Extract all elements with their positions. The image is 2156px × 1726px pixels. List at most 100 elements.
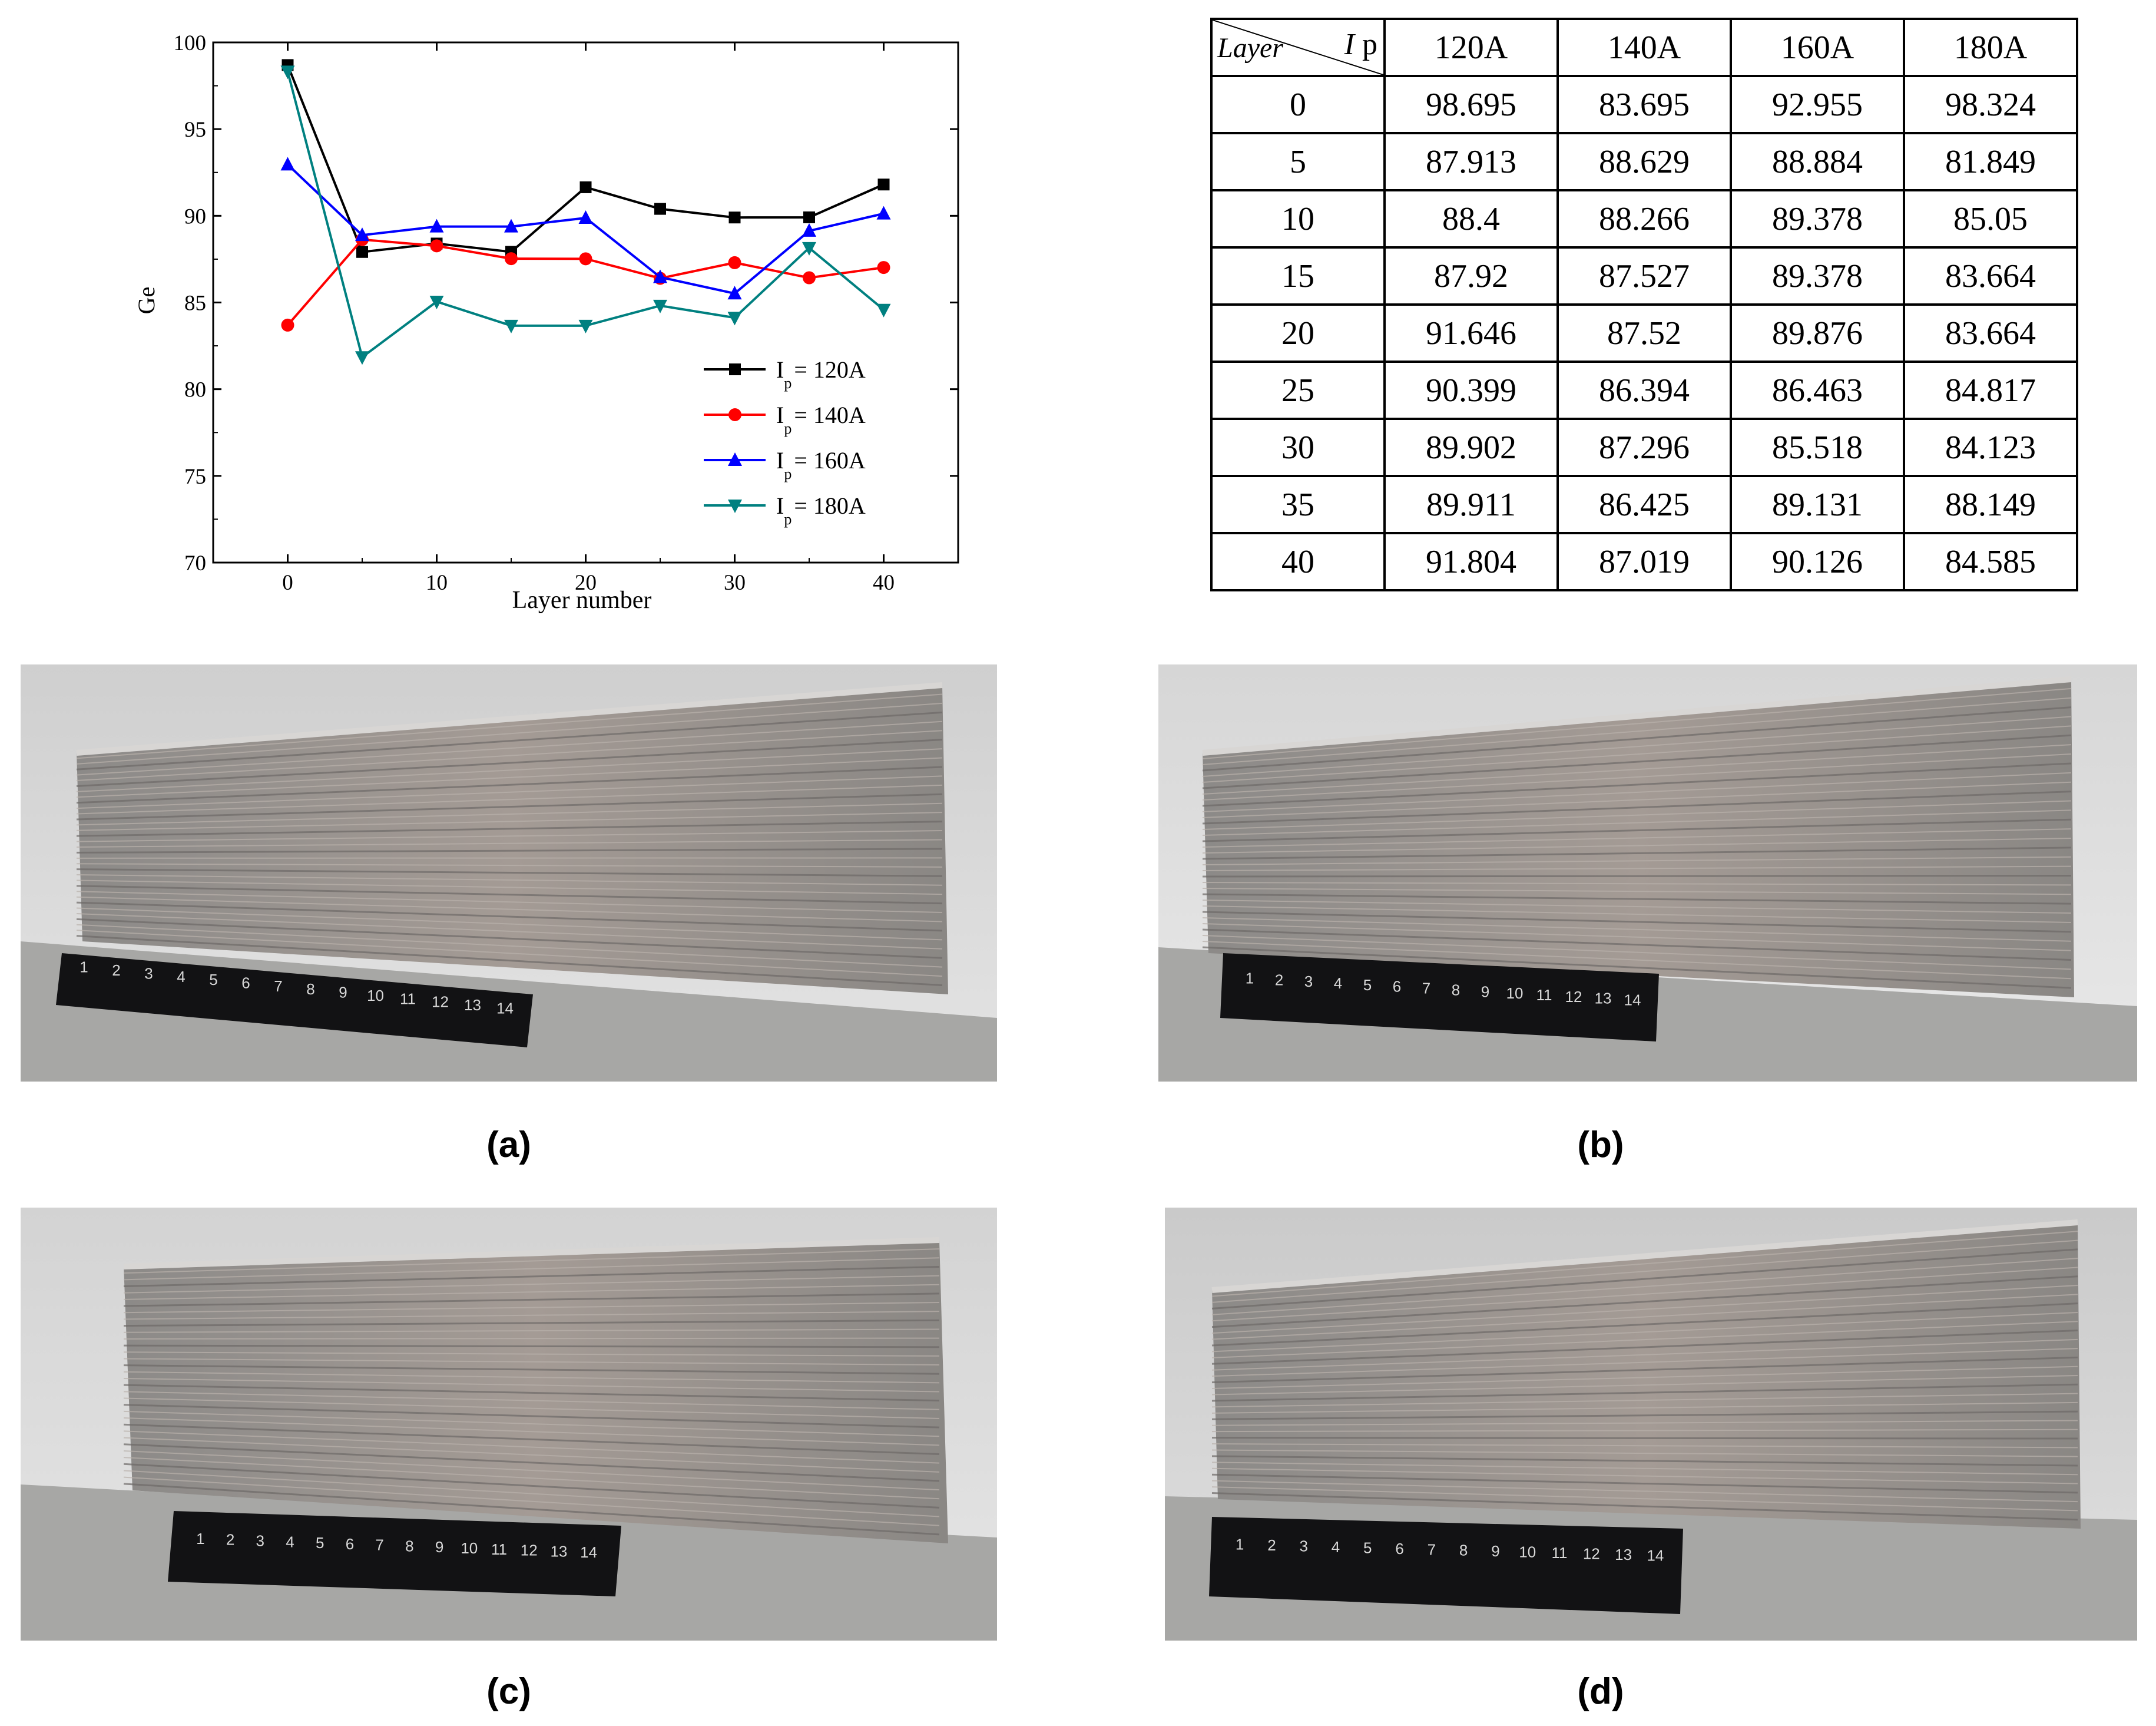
table-cell: 88.149: [1903, 475, 2078, 534]
y-tick-label: 95: [184, 118, 206, 142]
photo-deposit-d: 1 2 3 4 5 6 7 8 9 10 11 12 13 14: [1165, 1208, 2137, 1641]
ruler-number: 11: [1552, 1544, 1568, 1562]
data-point: [429, 296, 444, 310]
table-cell: 98.324: [1903, 75, 2078, 134]
ruler-number: 2: [1267, 1536, 1276, 1554]
data-point: [578, 210, 593, 224]
ruler-number: 4: [286, 1533, 294, 1550]
x-tick-label: 20: [575, 571, 597, 595]
y-tick-label: 90: [184, 204, 206, 229]
table-cell: 84.123: [1903, 418, 2078, 477]
data-point: [654, 203, 666, 215]
y-tick-label: 75: [184, 465, 206, 489]
table-cell: 91.646: [1383, 303, 1559, 363]
ruler-number: 8: [405, 1537, 413, 1555]
ruler-number: 9: [339, 984, 347, 1001]
plot-frame: [212, 41, 959, 564]
x-tick-label: 10: [426, 571, 448, 595]
data-point: [430, 239, 443, 253]
data-point: [728, 211, 741, 224]
row-layer-cell: 5: [1210, 132, 1386, 191]
ruler-number: 6: [346, 1535, 354, 1553]
ruler-number: 7: [274, 977, 282, 995]
table-row: 15 87.92 87.527 89.378 83.664: [1210, 246, 2078, 306]
data-point: [280, 157, 295, 171]
series-140A: [281, 233, 890, 332]
ruler-number: 5: [1363, 1539, 1372, 1556]
legend-item: Ip= 160A: [704, 447, 866, 482]
table-row: 10 88.4 88.266 89.378 85.05: [1210, 189, 2078, 249]
ruler-number: 10: [1506, 984, 1524, 1002]
ruler-number: 8: [306, 980, 314, 998]
data-point: [727, 286, 742, 300]
table-row: 20 91.646 87.52 89.876 83.664: [1210, 303, 2078, 363]
data-point: [355, 351, 369, 365]
table-cell: 86.463: [1730, 361, 1905, 420]
ruler: 1 2 3 4 5 6 7 8 9 10 11 12 13 14: [1220, 953, 1659, 1041]
table-cell: 85.518: [1730, 418, 1905, 477]
caption-d: (d): [1577, 1671, 1624, 1712]
table-cell: 83.695: [1556, 75, 1732, 134]
data-point: [356, 246, 368, 258]
ge-line-chart: 70 75 80 85 90 95 100 0 10 20 30 40 Ip= 120A Ip= 140A…: [133, 31, 959, 614]
table-cell: 87.527: [1556, 246, 1732, 306]
legend-label: Ip= 140A: [776, 402, 866, 437]
data-point: [803, 211, 815, 223]
data-point: [653, 299, 667, 313]
data-point: [728, 256, 741, 269]
ruler-number: 1: [1236, 1536, 1244, 1553]
ruler-number: 6: [241, 974, 250, 991]
table-body: 0 98.695 83.695 92.955 98.324 5 87.913 88.629 88…: [1210, 75, 2078, 591]
ge-table: Layer I p 120A 140A 160A 180A 0 98.695 83.…: [1210, 18, 2078, 591]
ruler-number: 13: [464, 996, 481, 1014]
table-cell: 87.296: [1556, 418, 1732, 477]
table-cell: 81.849: [1903, 132, 2078, 191]
ruler-number: 2: [112, 961, 120, 979]
corner-diagonal: [1213, 20, 1383, 75]
ruler-number: 14: [580, 1543, 597, 1561]
data-point: [728, 408, 741, 421]
data-point: [355, 227, 369, 242]
table-cell: 85.05: [1903, 189, 2078, 249]
data-point: [802, 242, 816, 256]
table-cell: 87.52: [1556, 303, 1732, 363]
table-cell: 88.884: [1730, 132, 1905, 191]
ruler-number: 4: [1332, 1538, 1340, 1556]
ruler: 1 2 3 4 5 6 7 8 9 10 11 12 13 14: [56, 953, 533, 1047]
ruler-number: 7: [375, 1536, 383, 1554]
ruler-number: 2: [226, 1531, 234, 1549]
ruler-number: 13: [1615, 1546, 1632, 1563]
table-cell: 90.399: [1383, 361, 1559, 420]
series-120A: [281, 59, 890, 258]
x-tick-label: 30: [724, 571, 746, 595]
deposit-image: 1 2 3 4 5 6 7 8 9 10 11 12 13 14: [21, 1208, 997, 1641]
legend-label: Ip= 160A: [776, 447, 866, 482]
data-point: [728, 452, 742, 466]
layer-lines: [123, 1248, 940, 1536]
data-point: [877, 178, 890, 191]
data-point: [429, 219, 444, 233]
table-cell: 88.266: [1556, 189, 1732, 249]
ruler-number: 4: [1334, 974, 1342, 992]
row-layer-cell: 25: [1210, 361, 1386, 420]
data-point: [579, 181, 592, 193]
x-axis-label: Layer number: [512, 587, 652, 614]
series-180A: [280, 65, 891, 365]
corner-col-label: I p: [1344, 28, 1377, 61]
top-bead: [1211, 1219, 2078, 1293]
table-cell: 90.126: [1730, 532, 1905, 591]
legend-label: Ip= 120A: [776, 356, 866, 392]
data-point: [504, 319, 518, 333]
column-header: 140A: [1556, 18, 1732, 77]
table-row: 0 98.695 83.695 92.955 98.324: [1210, 75, 2078, 134]
legend-item: Ip= 120A: [704, 356, 866, 392]
table-row: 5 87.913 88.629 88.884 81.849: [1210, 132, 2078, 191]
legend-label: Ip= 180A: [776, 492, 866, 528]
photo-deposit-a: 1 2 3 4 5 6 7 8 9 10 11 12 13 14: [21, 664, 997, 1082]
data-point: [504, 219, 518, 233]
ruler-number: 9: [1481, 983, 1489, 1000]
y-tick-label: 70: [184, 551, 206, 576]
ruler-number: 7: [1422, 980, 1430, 997]
y-axis-label: Ge: [133, 287, 160, 315]
ruler-body: [1220, 953, 1659, 1041]
